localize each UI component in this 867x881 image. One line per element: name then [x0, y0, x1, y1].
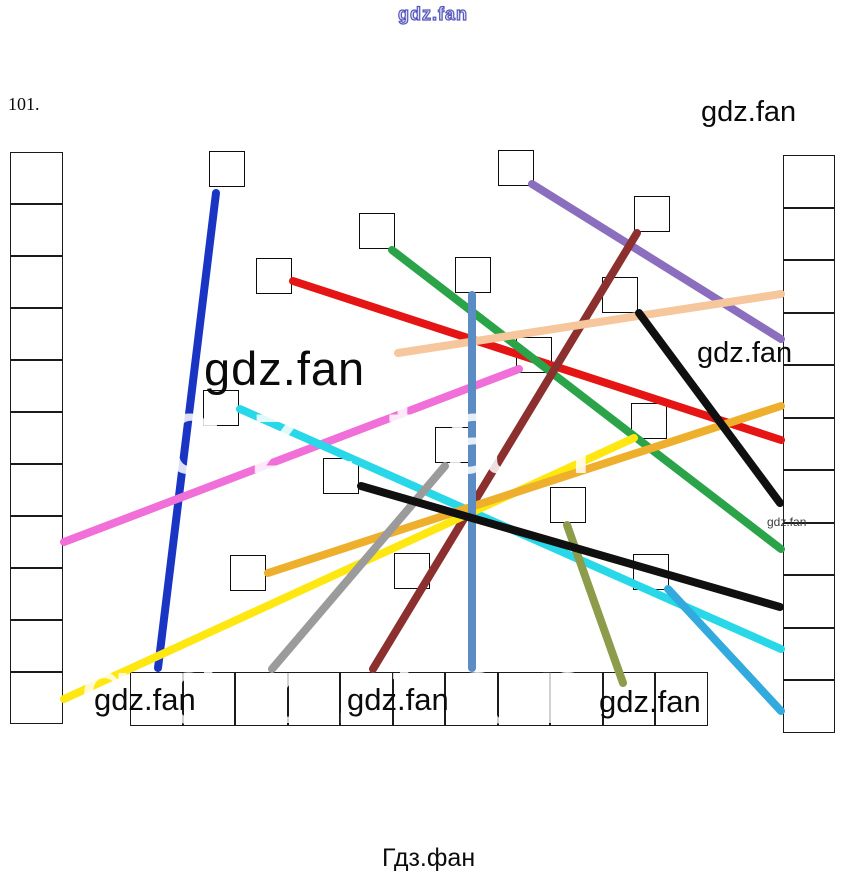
watermark-ghost-middle: gdz.fan: [76, 374, 619, 497]
right-column-cell: [783, 155, 835, 208]
page-caption: Гдз.фан: [382, 844, 476, 872]
right-column-cell: [783, 627, 835, 680]
line-sky-blue: [664, 585, 785, 715]
right-column-cell: [783, 575, 835, 628]
line-blue: [154, 189, 220, 672]
left-column-cell: [10, 568, 63, 620]
bottom-row-cell: [340, 672, 393, 726]
right-column-cell: [783, 365, 835, 418]
line-purple: [528, 180, 785, 343]
right-column-cell: [783, 680, 835, 733]
bottom-row-cell: [392, 672, 445, 726]
watermark-small-right: gdz.fan: [767, 515, 807, 529]
line-pink: [60, 365, 523, 546]
answer-square: [256, 258, 292, 294]
bottom-row-cell: [497, 672, 550, 726]
right-column-cell: [783, 207, 835, 260]
left-column-cell: [10, 152, 63, 204]
right-column-cell: [783, 260, 835, 313]
left-column-cell: [10, 360, 63, 412]
watermark-mid-right: gdz.fan: [697, 337, 793, 369]
bottom-row-cell: [130, 672, 183, 726]
exercise-number: 101.: [8, 94, 40, 114]
answer-square: [209, 151, 245, 187]
right-column-cell: [783, 417, 835, 470]
line-black-2: [357, 482, 784, 611]
line-goldenrod: [264, 402, 785, 577]
right-column-cell: [783, 470, 835, 523]
answer-square: [323, 458, 359, 494]
watermark-bottom-2: gdz.fan: [347, 682, 449, 717]
watermark-center: gdz.fan: [204, 342, 366, 395]
left-column-cell: [10, 464, 63, 516]
answer-square: [634, 196, 670, 232]
watermark-ghost-bottom: gdz.fan: [80, 638, 623, 744]
left-column-cell: [10, 412, 63, 464]
line-peach: [394, 290, 785, 357]
watermark-top: gdz.fan: [397, 4, 468, 24]
watermark-bottom-3: gdz.fan: [599, 684, 701, 719]
bottom-row-cell: [287, 672, 340, 726]
line-green: [388, 246, 785, 553]
watermark-top-right: gdz.fan: [701, 96, 797, 128]
answer-square: [631, 403, 667, 439]
left-column-cell: [10, 204, 63, 256]
watermark-bottom-1: gdz.fan: [94, 682, 196, 717]
bottom-row-cell: [602, 672, 655, 726]
bottom-row-cell: [235, 672, 288, 726]
left-column-cell: [10, 620, 63, 672]
bottom-row-cell: [182, 672, 235, 726]
bottom-row-cell: [655, 672, 708, 726]
left-column-cell: [10, 256, 63, 308]
line-black-1: [635, 309, 784, 507]
line-dark-red: [369, 229, 641, 673]
answer-square: [359, 213, 395, 249]
bottom-row-cell: [445, 672, 498, 726]
left-column-cell: [10, 308, 63, 360]
answer-square: [498, 150, 534, 186]
bottom-row-cell: [550, 672, 603, 726]
